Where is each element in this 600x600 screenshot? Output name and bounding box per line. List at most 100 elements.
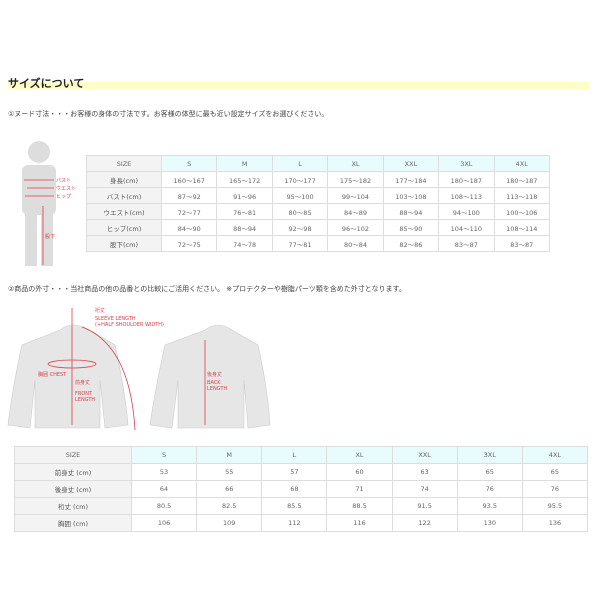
column-header: S [130,446,198,464]
table-row: 股下(cm) 72～75 74～78 77～81 80～84 82～86 83～87 83～8… [86,235,551,252]
table-cell: 177～184 [382,171,440,188]
table-cell: 88～94 [382,203,440,220]
table-cell: 57 [261,463,328,481]
table-cell: 80～85 [271,203,329,220]
label-front-en2: LENGTH [75,397,95,403]
table-row: ヒップ(cm) 84～90 88～94 92～98 96～102 85～90 104～110… [86,219,551,236]
table-cell: 100～106 [493,203,551,220]
table-cell: 76～81 [216,203,273,220]
body-figure: バスト ウエスト ヒップ 股下 [22,141,76,266]
table-cell: 82.5 [196,497,263,515]
table-cell: 71 [326,480,393,498]
table-cell: 99～104 [327,187,384,204]
table-row: 身長(cm) 160～167 165～172 170～177 175～182 177～18… [86,171,551,188]
table-cell: 76 [521,480,589,498]
table-cell: 76 [456,480,523,498]
table-cell: 88～94 [216,219,273,236]
table-cell: 113～118 [493,187,551,204]
column-header: S [160,155,218,172]
column-header: XL [326,446,393,464]
column-header: XXL [391,446,458,464]
table-cell: 130 [456,514,523,532]
table-cell: 136 [521,514,589,532]
label-sleeve-en: SLEEVE LENGTH [95,316,136,322]
table-row: 胸囲 (cm) 106 109 112 116 122 130 136 [14,514,589,532]
table-cell: 85.5 [261,497,328,515]
table-cell: 91.5 [391,497,458,515]
header-row: SIZE S M L XL XXL 3XL 4XL [14,446,589,464]
column-header: M [196,446,263,464]
label-inseam: 股下 [45,234,55,240]
garment-size-table: SIZE S M L XL XXL 3XL 4XL 前身丈 (cm) 53 55 57 60 63 65 65… [14,446,589,532]
column-header: L [261,446,328,464]
table-cell: 95.5 [521,497,589,515]
table-cell: 103～108 [382,187,440,204]
table-cell: 91～96 [216,187,273,204]
row-label: 前身丈 (cm) [14,463,132,481]
row-label: 胸囲 (cm) [14,514,132,532]
table-cell: 82～86 [382,235,440,252]
table-cell: 85～90 [382,219,440,236]
table-cell: 80.5 [130,497,198,515]
table-cell: 77～81 [271,235,329,252]
column-header: L [271,155,329,172]
table-cell: 63 [391,463,458,481]
table-cell: 60 [326,463,393,481]
table-row: バスト(cm) 87～92 91～96 95～100 99～104 103～108 108～… [86,187,551,204]
table-cell: 84～89 [327,203,384,220]
table-cell: 108～114 [493,219,551,236]
column-header: 3XL [456,446,523,464]
table-cell: 74 [391,480,458,498]
row-label: バスト(cm) [86,187,162,204]
table-cell: 180～187 [438,171,495,188]
table-cell: 170～177 [271,171,329,188]
row-label: 後身丈 (cm) [14,480,132,498]
table-cell: 122 [391,514,458,532]
table-cell: 53 [130,463,198,481]
table-cell: 96～102 [327,219,384,236]
column-header: XXL [382,155,440,172]
jacket-illustration: 裄丈 SLEEVE LENGTH (+HALF SHOULDER WIDTH) … [7,307,271,431]
nude-size-table: SIZE S M L XL XXL 3XL 4XL 身長(cm) 160～167 165～172 17… [86,155,551,252]
column-header: SIZE [86,155,162,172]
table-cell: 84～90 [160,219,218,236]
row-label: ヒップ(cm) [86,219,162,236]
table-cell: 180～187 [493,171,551,188]
table-cell: 55 [196,463,263,481]
garment-size-note: ②商品の外寸・・・当社商品の他の品番との比較にご活用ください。 ※プロテクターや… [8,285,406,293]
section-title: サイズについて [8,75,590,90]
table-cell: 64 [130,480,198,498]
table-row: ウエスト(cm) 72～77 76～81 80～85 84～89 88～94 94～100 1… [86,203,551,220]
row-label: 裄丈 (cm) [14,497,132,515]
table-cell: 87～92 [160,187,218,204]
table-cell: 112 [261,514,328,532]
table-cell: 88.5 [326,497,393,515]
row-label: 身長(cm) [86,171,162,188]
table-cell: 108～113 [438,187,495,204]
label-front-jp: 前身丈 [75,379,90,386]
label-waist: ウエスト [56,185,76,192]
table-cell: 175～182 [327,171,384,188]
table-cell: 83～87 [438,235,495,252]
label-sleeve-jp: 裄丈 [95,307,105,314]
label-back-en: BACK [207,380,221,386]
table-cell: 116 [326,514,393,532]
column-header: 3XL [438,155,495,172]
table-cell: 160～167 [160,171,218,188]
table-cell: 94～100 [438,203,495,220]
column-header: M [216,155,273,172]
table-cell: 83～87 [493,235,551,252]
table-cell: 65 [456,463,523,481]
column-header: SIZE [14,446,132,464]
label-back-jp: 後身丈 [207,371,222,378]
table-row: 前身丈 (cm) 53 55 57 60 63 65 65 [14,463,589,481]
row-label: 股下(cm) [86,235,162,252]
label-hip: ヒップ [56,194,71,200]
table-cell: 68 [261,480,328,498]
table-cell: 72～77 [160,203,218,220]
label-sleeve-en2: (+HALF SHOULDER WIDTH) [95,322,164,328]
nude-size-note: ①ヌード寸法・・・お客様の身体の寸法です。お客様の体型に最も近い設定サイズをお選… [8,110,329,118]
label-chest: 胸囲 CHEST [38,371,67,378]
table-cell: 80～84 [327,235,384,252]
label-bust: バスト [56,178,71,184]
